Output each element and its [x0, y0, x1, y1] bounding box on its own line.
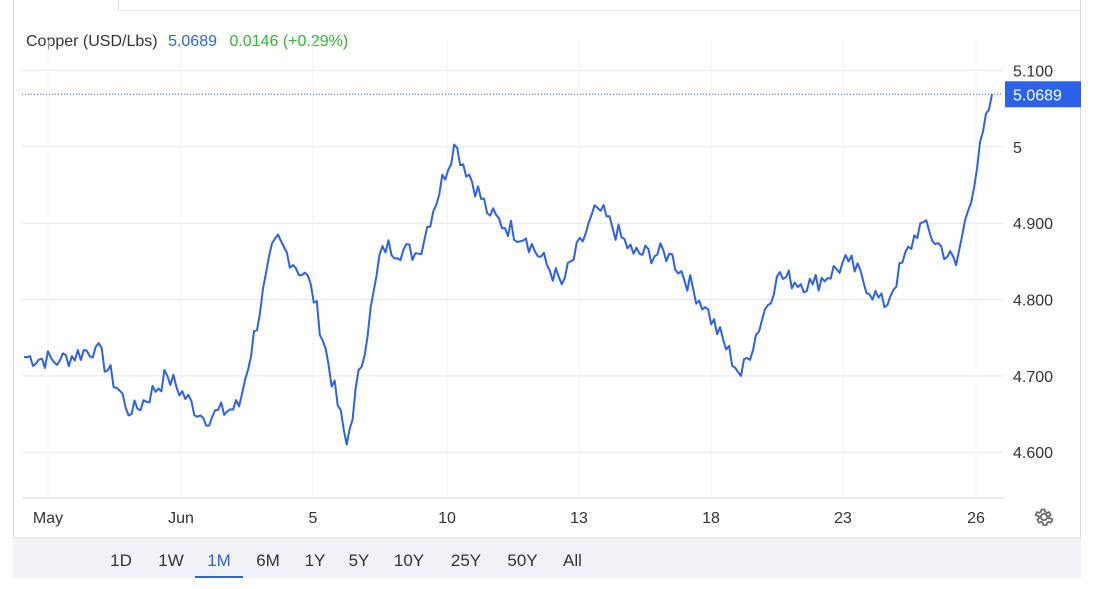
y-axis-labels: 4.600 4.700 4.800 4.900 5 5.100 [1013, 64, 1053, 463]
y-tick-label: 4.600 [1013, 445, 1053, 462]
x-tick-label: May [33, 510, 63, 527]
top-divider [118, 0, 119, 10]
y-tick-label: 4.700 [1013, 369, 1053, 386]
range-button-10y[interactable]: 10Y [393, 551, 425, 570]
range-button-1m[interactable]: 1M [195, 546, 243, 578]
y-tick-label: 4.800 [1013, 293, 1053, 310]
range-button-25y[interactable]: 25Y [450, 551, 482, 570]
range-button-5y[interactable]: 5Y [348, 551, 370, 570]
price-chart[interactable]: 4.600 4.700 4.800 4.900 5 5.100 May Jun 5 10 13 18… [0, 0, 1094, 537]
x-tick-label: 18 [702, 510, 720, 527]
last-price-text: 5.0689 [1013, 87, 1062, 104]
x-tick-label: 13 [570, 510, 588, 527]
range-button-1w[interactable]: 1W [158, 551, 184, 570]
x-tick-label: 23 [834, 510, 852, 527]
series-line-copper [23, 94, 993, 446]
x-tick-label: 26 [967, 510, 985, 527]
range-button-50y[interactable]: 50Y [507, 551, 538, 570]
x-axis-labels: May Jun 5 10 13 18 23 26 [33, 510, 985, 527]
y-tick-label: 4.900 [1013, 216, 1053, 233]
range-button-1y[interactable]: 1Y [304, 551, 326, 570]
last-price-label: 5.0689 [1005, 81, 1081, 108]
range-button-all[interactable]: All [563, 551, 582, 570]
range-button-6m[interactable]: 6M [256, 551, 280, 570]
x-tick-label: 5 [309, 510, 318, 527]
y-tick-label: 5.100 [1013, 64, 1053, 81]
instrument-name: Copper (USD/Lbs) [26, 33, 158, 50]
x-tick-label: Jun [168, 510, 194, 527]
current-price: 5.0689 [168, 33, 217, 50]
range-selector: 1D 1W 1M 6M 1Y 5Y 10Y 25Y 50Y All [13, 537, 1081, 578]
last-price-badge [1005, 81, 1081, 108]
gear-icon[interactable] [1033, 506, 1055, 528]
top-border [118, 10, 1080, 11]
chart-legend: Copper (USD/Lbs) 5.0689 0.0146 (+0.29%) [26, 33, 348, 51]
chart-grid [22, 40, 1003, 499]
y-tick-label: 5 [1013, 140, 1022, 157]
price-change: 0.0146 (+0.29%) [229, 33, 349, 50]
range-button-1d[interactable]: 1D [110, 551, 132, 570]
x-tick-label: 10 [438, 510, 456, 527]
